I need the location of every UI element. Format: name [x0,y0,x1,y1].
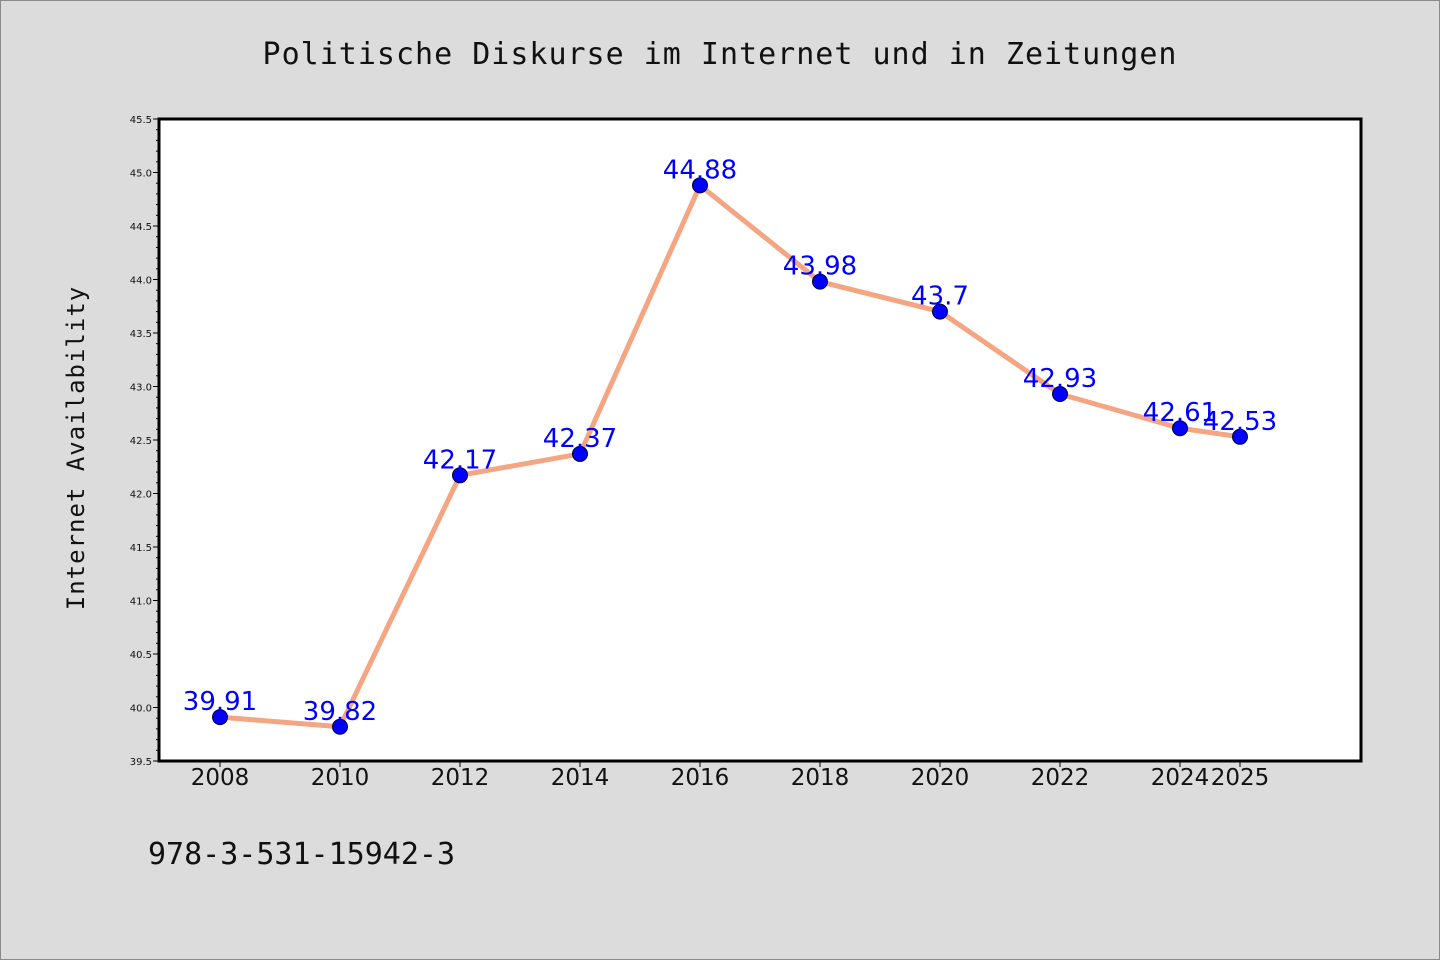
y-axis-label: Internet Availability [62,286,90,610]
data-labels: 39.91 39.82 42.17 42.37 44.88 43.98 43.7 42.93 4… [183,155,1277,726]
isbn-text: 978-3-531-15942-3 [148,837,455,872]
y-tick-label: 42.5 [130,436,152,447]
y-axis: 39.5 40.0 40.5 41.0 41.5 42.0 42.5 43.0 43.5 44.0… [130,115,159,768]
data-point-2014 [572,445,588,462]
data-point-2008 [212,709,228,726]
series-line [217,182,1243,730]
data-label-2020: 43.7 [911,282,969,312]
x-tick-label: 2016 [671,765,730,791]
y-tick-label: 44.0 [130,276,152,287]
series-line-layer [217,182,1243,730]
data-point-2024 [1172,420,1188,437]
data-point-2010 [332,718,348,735]
y-tick-label: 44.5 [130,222,152,233]
y-tick-label: 41.0 [130,597,152,608]
data-point-2016 [692,177,708,194]
data-label-2012: 42.17 [423,445,497,475]
x-tick-label: 2024 [1151,765,1210,791]
data-label-2016: 44.88 [663,155,737,185]
data-label-2025: 42.53 [1203,407,1277,437]
data-label-2022: 42.93 [1023,364,1097,394]
chart-title: Politische Diskurse im Internet und in Z… [263,37,1178,72]
y-tick-label: 39.5 [130,757,152,768]
data-label-2010: 39.82 [303,697,377,727]
data-label-2024: 42.61 [1143,398,1217,428]
data-label-2008: 39.91 [183,687,257,717]
x-axis: 2008 2010 2012 2014 2016 2018 2020 2022 2024 2025 [191,761,1270,791]
data-points [212,177,1248,735]
data-point-2025 [1232,428,1248,445]
y-tick-label: 45.0 [130,169,152,180]
data-label-2014: 42.37 [543,424,617,454]
y-tick-label: 45.5 [130,115,152,126]
x-tick-label: 2018 [791,765,850,791]
data-point-2022 [1052,385,1068,402]
y-tick-label: 42.0 [130,490,152,501]
x-tick-label: 2012 [431,765,490,791]
x-tick-label: 2022 [1031,765,1090,791]
y-tick-label: 40.5 [130,650,152,661]
data-point-2020 [932,303,948,320]
data-point-2018 [812,273,828,290]
plot-frame [157,117,1363,763]
data-point-2012 [452,467,468,484]
y-tick-label: 40.0 [130,704,152,715]
data-label-2018: 43.98 [783,252,857,282]
y-tick-label: 43.0 [130,383,152,394]
y-tick-label: 43.5 [130,329,152,340]
x-tick-label: 2020 [911,765,970,791]
x-tick-label: 2010 [311,765,370,791]
plot-area [159,119,1361,761]
x-tick-label: 2014 [551,765,610,791]
x-tick-label: 2025 [1211,765,1270,791]
x-tick-label: 2008 [191,765,250,791]
y-tick-label: 41.5 [130,543,152,554]
